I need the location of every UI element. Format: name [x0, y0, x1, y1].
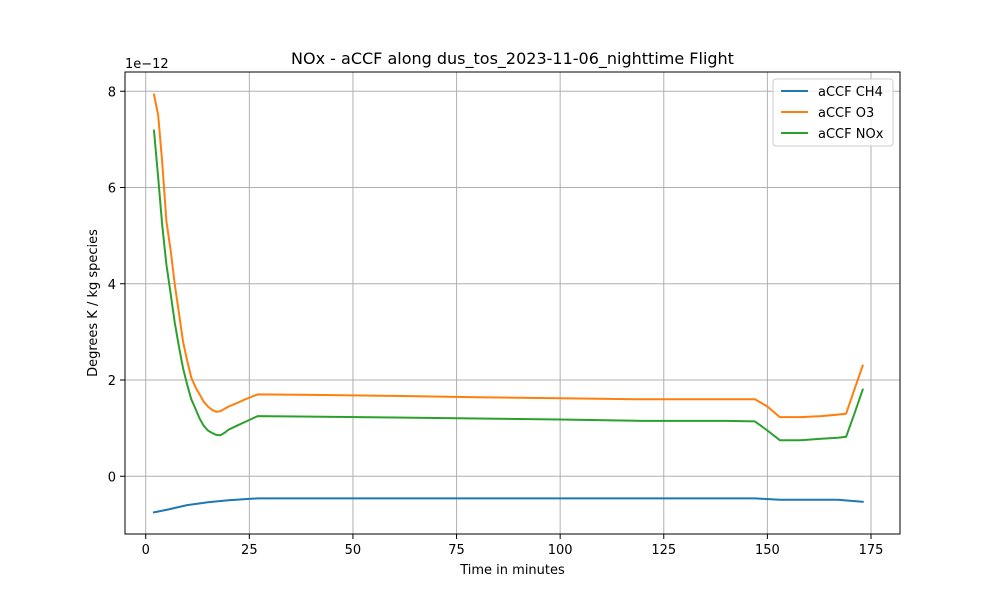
x-tick-label: 150 [755, 543, 780, 558]
chart-title: NOx - aCCF along dus_tos_2023-11-06_nigh… [291, 49, 734, 69]
x-axis-label: Time in minutes [459, 563, 565, 578]
series-line-accf-nox [152, 129, 864, 442]
x-tick-label: 50 [345, 543, 362, 558]
x-tick-label: 125 [651, 543, 676, 558]
axis-ticks: 0 25 50 75 100 125 150 175 0 2 4 6 8 [108, 85, 884, 558]
grid-lines [125, 72, 900, 534]
legend-box [772, 78, 894, 147]
legend-label-accf-ch4: aCCF CH4 [818, 85, 883, 100]
y-axis-offset-label: 1e−12 [125, 57, 169, 72]
x-tick-label: 0 [142, 543, 150, 558]
x-tick-label: 100 [548, 543, 573, 558]
y-tick-label: 8 [108, 85, 116, 100]
x-tick-label: 25 [241, 543, 258, 558]
legend-label-accf-o3: aCCF O3 [818, 106, 874, 121]
y-tick-label: 4 [108, 278, 116, 293]
x-tick-label: 75 [448, 543, 465, 558]
plot-frame [124, 71, 901, 535]
y-tick-label: 0 [108, 470, 116, 485]
chart-legend: aCCF CH4 aCCF O3 aCCF NOx [772, 78, 894, 147]
x-tick-label: 175 [859, 543, 884, 558]
series-line-accf-o3 [152, 93, 864, 419]
y-tick-label: 6 [108, 182, 116, 197]
y-tick-label: 2 [108, 374, 116, 389]
series-line-accf-ch4 [152, 497, 864, 514]
y-axis-label: Degrees K / kg species [86, 229, 101, 377]
series-lines [152, 93, 864, 514]
legend-label-accf-nox: aCCF NOx [818, 127, 884, 142]
